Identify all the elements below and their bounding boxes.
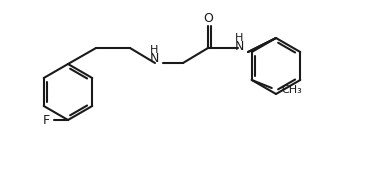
Text: H: H	[150, 45, 158, 55]
Text: H: H	[235, 33, 243, 43]
Text: O: O	[203, 12, 213, 25]
Text: N: N	[149, 51, 159, 65]
Text: F: F	[43, 113, 50, 127]
Text: CH₃: CH₃	[282, 85, 303, 95]
Text: N: N	[234, 40, 244, 52]
